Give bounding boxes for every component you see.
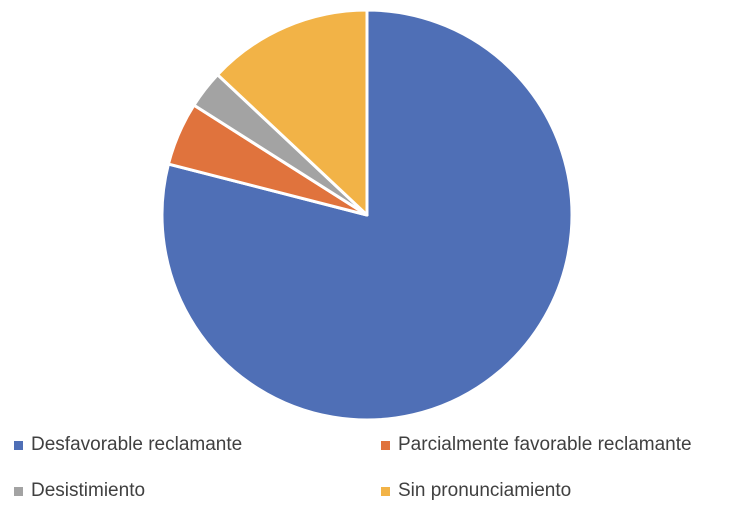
pie-slice-sin-pronunciamiento: [216, 8, 369, 217]
legend-swatch-parcialmente: [381, 440, 390, 450]
legend-swatch-desistimiento: [14, 486, 23, 496]
legend-label-desfavorable: Desfavorable reclamante: [31, 434, 243, 455]
legend-swatch-sin-pronunciamiento: [381, 486, 390, 496]
legend-item-sin-pronunciamiento: Sin pronunciamiento: [381, 478, 571, 504]
legend-label-parcialmente: Parcialmente favorable reclamante: [398, 434, 692, 455]
legend-item-desistimiento: Desistimiento: [14, 478, 145, 504]
legend-label-desistimiento: Desistimiento: [31, 480, 146, 501]
legend-item-desfavorable: Desfavorable reclamante: [14, 432, 242, 458]
legend-label-sin-pronunciamiento: Sin pronunciamiento: [398, 480, 572, 501]
legend-item-parcialmente: Parcialmente favorable reclamante: [381, 432, 692, 458]
legend-swatch-desfavorable: [14, 440, 23, 450]
